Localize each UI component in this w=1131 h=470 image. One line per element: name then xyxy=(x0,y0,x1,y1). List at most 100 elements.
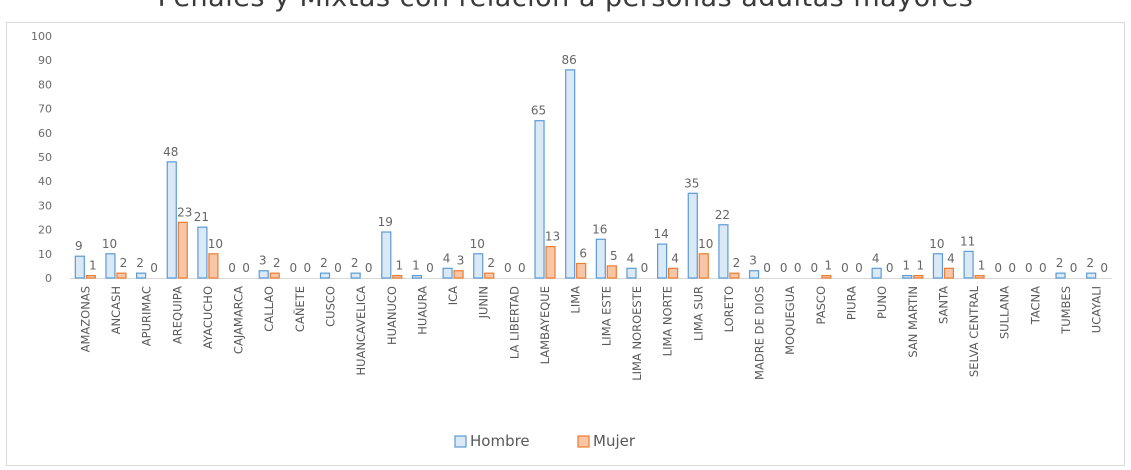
data-label-hombre: 4 xyxy=(872,251,880,265)
data-label-hombre: 1 xyxy=(412,259,420,273)
category-label: PUNO xyxy=(875,286,889,319)
legend-swatch-mujer xyxy=(577,435,590,448)
bar-hombre xyxy=(963,250,974,279)
y-tick-label: 20 xyxy=(38,224,52,237)
bar-hombre xyxy=(1086,272,1097,279)
bar-hombre xyxy=(687,192,698,279)
bar-hombre xyxy=(718,224,729,279)
bar-hombre xyxy=(534,120,545,279)
data-label-hombre: 2 xyxy=(1086,256,1094,270)
data-label-mujer: 2 xyxy=(733,256,741,270)
legend-label-hombre: Hombre xyxy=(470,432,530,450)
bar-hombre xyxy=(902,274,913,279)
bar-hombre xyxy=(105,253,116,279)
data-label-hombre: 4 xyxy=(627,251,635,265)
x-axis: AMAZONAS ANCASH APURIMAC AREQUIPA AYACUCHO CA… xyxy=(78,285,1103,380)
bar-hombre xyxy=(626,267,637,279)
category-label: UCAYALI xyxy=(1090,286,1104,333)
category-label: ICA xyxy=(446,286,460,305)
data-label-mujer: 0 xyxy=(794,261,802,275)
data-label-mujer: 0 xyxy=(242,261,250,275)
category-label: LAMBAYEQUE xyxy=(538,286,552,364)
data-label-mujer: 0 xyxy=(334,261,342,275)
bar-mujer xyxy=(85,274,96,279)
category-label: PASCO xyxy=(814,286,828,324)
bar-hombre xyxy=(565,69,576,279)
data-label-mujer: 0 xyxy=(304,261,312,275)
data-label-hombre: 11 xyxy=(960,234,975,248)
bar-hombre xyxy=(1055,272,1066,279)
y-tick-label: 90 xyxy=(38,54,52,67)
data-label-mujer: 1 xyxy=(978,259,986,273)
bar-hombre xyxy=(473,253,484,279)
data-label-mujer: 0 xyxy=(518,261,526,275)
category-label: LIMA SUR xyxy=(691,286,705,341)
category-label: CAÑETE xyxy=(292,286,307,332)
bar-hombre xyxy=(197,226,208,279)
data-label-hombre: 48 xyxy=(163,145,178,159)
bar-mujer xyxy=(606,265,617,279)
category-label: MOQUEGUA xyxy=(783,286,797,355)
bar-mujer xyxy=(208,253,219,279)
bar-hombre xyxy=(74,255,85,279)
category-label: CALLAO xyxy=(262,286,276,332)
data-label-hombre: 65 xyxy=(531,104,546,118)
data-label-hombre: 2 xyxy=(351,256,359,270)
data-label-mujer: 5 xyxy=(610,249,618,263)
y-tick-label: 80 xyxy=(38,78,52,91)
category-label: SELVA CENTRAL xyxy=(967,285,981,377)
data-label-mujer: 0 xyxy=(150,261,158,275)
data-label-mujer: 0 xyxy=(426,261,434,275)
data-label-mujer: 4 xyxy=(947,251,955,265)
bar-hombre xyxy=(258,270,269,279)
category-label: APURIMAC xyxy=(140,286,154,346)
data-label-mujer: 1 xyxy=(825,259,833,273)
legend: Hombre Mujer xyxy=(454,432,636,450)
data-label-hombre: 0 xyxy=(841,261,849,275)
category-label: TUMBES xyxy=(1059,286,1073,335)
data-label-hombre: 19 xyxy=(378,215,393,229)
data-label-mujer: 2 xyxy=(120,256,128,270)
data-label-mujer: 0 xyxy=(1100,261,1108,275)
category-label: HUANCAVELICA xyxy=(354,286,368,376)
data-label-mujer: 2 xyxy=(487,256,495,270)
bar-mujer xyxy=(484,272,495,279)
bar-hombre xyxy=(136,272,147,279)
data-label-mujer: 0 xyxy=(641,261,649,275)
data-label-mujer: 10 xyxy=(698,237,713,251)
bar-mujer xyxy=(913,274,924,279)
bar-mujer xyxy=(545,245,556,279)
bar-mujer xyxy=(576,262,587,279)
bar-hombre xyxy=(748,270,760,279)
data-label-hombre: 16 xyxy=(592,222,607,236)
bar-mujer xyxy=(821,274,832,279)
category-label: LIMA NOROESTE xyxy=(630,286,644,381)
bar-hombre xyxy=(381,231,392,279)
data-label-hombre: 10 xyxy=(102,237,117,251)
bar-mujer xyxy=(668,267,679,279)
y-tick-label: 30 xyxy=(38,199,52,212)
legend-label-mujer: Mujer xyxy=(593,432,636,450)
y-tick-label: 10 xyxy=(38,248,52,261)
data-label-mujer: 0 xyxy=(763,261,771,275)
data-label-hombre: 0 xyxy=(1025,261,1033,275)
data-label-hombre: 0 xyxy=(994,261,1002,275)
bar-mujer xyxy=(943,267,955,279)
y-tick-label: 70 xyxy=(38,103,52,116)
data-label-hombre: 86 xyxy=(562,53,577,67)
category-label: CUSCO xyxy=(324,286,338,327)
bar-hombre xyxy=(166,161,177,279)
bar-mujer xyxy=(729,272,740,279)
data-label-hombre: 1 xyxy=(902,259,910,273)
y-tick-label: 60 xyxy=(38,127,52,140)
data-label-hombre: 14 xyxy=(653,227,668,241)
bar-hombre xyxy=(411,274,423,279)
data-label-hombre: 3 xyxy=(259,254,267,268)
data-label-mujer: 13 xyxy=(545,230,560,244)
category-label: PIURA xyxy=(845,286,859,320)
data-label-hombre: 22 xyxy=(715,208,730,222)
y-tick-label: 0 xyxy=(45,272,52,285)
category-label: LORETO xyxy=(722,286,736,332)
